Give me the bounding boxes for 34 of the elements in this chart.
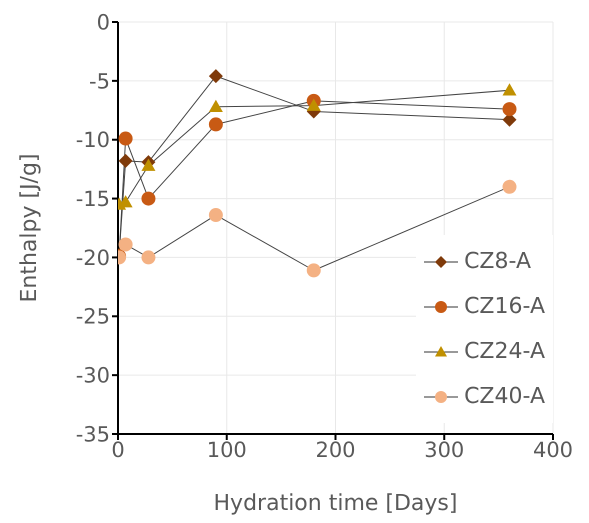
point xyxy=(208,208,223,222)
x-axis-title: Hydration time [Days] xyxy=(214,491,458,516)
x-tick-label: 200 xyxy=(315,438,356,462)
y-tick-label: -30 xyxy=(76,364,110,388)
point xyxy=(208,100,223,112)
legend-label: CZ8-A xyxy=(464,249,531,274)
y-tick-label: -20 xyxy=(76,246,110,270)
legend-label: CZ24-A xyxy=(464,339,545,364)
x-tick-label: 0 xyxy=(111,438,125,462)
y-tick-label: -10 xyxy=(76,128,110,152)
point xyxy=(306,263,321,278)
y-tick-label: -15 xyxy=(76,187,110,212)
point xyxy=(208,117,223,132)
x-tick-label: 400 xyxy=(532,438,574,462)
y-tick-label: -25 xyxy=(76,304,110,329)
point xyxy=(141,250,156,264)
point xyxy=(141,158,156,171)
point xyxy=(502,83,516,96)
y-tick-label: -5 xyxy=(89,69,110,94)
x-tick-label: 100 xyxy=(206,438,247,462)
point xyxy=(502,102,516,116)
point xyxy=(208,69,223,84)
legend-label: CZ16-A xyxy=(464,294,545,319)
x-tick-label: 300 xyxy=(424,438,464,462)
y-tick-label: -35 xyxy=(76,422,110,446)
legend-label: CZ40-A xyxy=(464,384,545,409)
point xyxy=(306,98,321,111)
point xyxy=(118,132,133,146)
point xyxy=(141,192,156,206)
y-tick-label: 0 xyxy=(96,10,110,34)
point xyxy=(502,180,516,194)
y-axis-title: Enthalpy [J/g] xyxy=(16,153,42,303)
point xyxy=(118,154,133,168)
point xyxy=(118,237,133,252)
